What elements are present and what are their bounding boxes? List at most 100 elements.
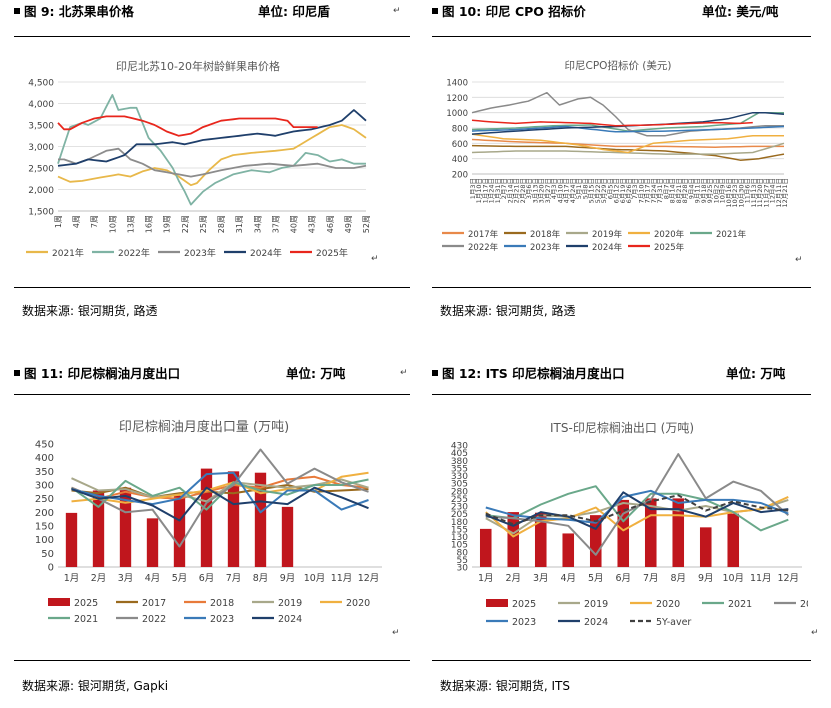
series-line-5Y-aver [485,494,789,526]
y-tick-label: 350 [35,467,54,478]
x-tick-label: 43周 [308,215,317,233]
x-tick-label: 16周 [145,215,154,233]
x-tick-label: 11月 [331,573,353,584]
x-tick-label: 9月4日 [687,178,695,199]
figure-12-bottom-rule [432,660,811,661]
x-tick-label: 1月17日 [481,178,489,203]
x-tick-label: 10周 [108,215,117,233]
series-line-2024 [485,491,789,530]
y-tick-label: 250 [35,494,54,505]
y-tick-label: 150 [35,522,54,533]
y-tick-label: 1400 [446,79,468,89]
y-tick-label: 205 [451,510,468,520]
figure-12-top-rule [432,394,811,395]
x-tick-label: 1月10日 [475,178,483,203]
legend-label-2024: 2024年 [250,247,282,259]
caption-bullet-icon [14,8,20,14]
y-tick-label: 2,500 [28,165,54,175]
x-tick-label: 4月24日 [569,178,577,203]
bar-2025-5 [589,515,602,567]
x-tick-label: 10月2日 [712,178,720,203]
x-tick-label: 1月 [478,573,494,584]
y-tick-label: 100 [35,535,54,546]
x-tick-label: 7月17日 [644,178,652,203]
bar-2025-6 [617,499,630,567]
y-tick-label: 200 [452,171,468,181]
y-tick-label: 55 [457,556,468,566]
bar-2025-1 [479,528,492,567]
x-tick-label: 7月 [226,573,242,584]
x-tick-label: 7月3日 [631,178,639,199]
x-tick-label: 5月1日 [575,178,583,199]
x-tick-label: 9月11日 [694,178,702,203]
y-tick-label: 300 [35,481,54,492]
legend-label-2020: 2020 [346,598,370,609]
legend-label-2023: 2023年 [530,242,561,253]
legend-label-2025: 2025 [512,599,536,610]
x-tick-label: 4月 [560,573,576,584]
legend-label-2018: 2018年 [530,229,561,240]
figure-9-chart: 印尼北苏10-20年树龄鲜果串价格 1,500 2,000 2,500 3,000 3,5… [26,59,371,259]
legend-label-2020: 2020年 [654,229,685,240]
x-tick-label: 4周 [72,215,81,228]
figure-11-caption-row: 图 11: 印尼棕榈油月度出口 单位: 万吨 [14,363,410,385]
series-line-2017 [471,138,784,148]
y-tick-label: 4,500 [28,79,54,89]
x-tick-label: 1月3日 [469,178,477,199]
y-tick-label: 80 [457,548,469,558]
x-tick-label: 10月 [304,573,326,584]
y-tick-label: 105 [451,541,468,551]
legend-label-2017: 2017 [142,598,166,609]
x-tick-label: 11月13日 [750,178,758,208]
x-tick-label: 9月18日 [700,178,708,203]
legend-label-2023: 2023 [512,617,536,628]
x-tick-label: 12月4日 [769,178,777,203]
x-tick-label: 11月27日 [762,178,770,208]
series-line-2023 [71,471,369,514]
x-tick-label: 8月28日 [681,178,689,203]
legend-swatch-2025 [486,599,508,607]
figure-9-bottom-rule [14,287,410,288]
y-tick-label: 305 [451,480,468,490]
x-tick-label: 3月 [118,573,134,584]
legend-label-2017: 2017年 [468,229,499,240]
series-line-2022 [57,94,366,206]
series-line-2024 [71,486,369,522]
legend-label-2023: 2023年 [184,247,216,259]
figure-12-caption: 图 12: ITS 印尼棕榈油月度出口 [442,366,625,381]
x-tick-label: 3月20日 [538,178,546,203]
legend-label-2022: 2022 [142,614,166,625]
legend-label-2025: 2025 [74,598,98,609]
series-line-2018 [471,144,785,161]
bar-2025-2 [507,512,520,567]
x-tick-label: 11月6日 [744,178,752,203]
x-tick-label: 34周 [253,215,262,233]
x-tick-label: 19周 [163,215,172,233]
series-line-2022 [485,453,789,556]
x-tick-label: 6月 [199,573,215,584]
x-tick-label: 31周 [235,215,244,233]
x-tick-label: 28周 [217,215,226,233]
x-tick-label: 9月25日 [706,178,714,203]
x-tick-label: 1周 [54,215,63,228]
y-tick-label: 180 [451,518,468,528]
legend-label-2020: 2020 [656,599,680,610]
bar-2025-6 [200,468,213,567]
y-tick-label: 155 [451,525,468,535]
x-tick-label: 6月12日 [613,178,621,203]
x-tick-label: 12月11日 [775,178,783,208]
bar-2025-1 [65,512,78,567]
x-tick-label: 10月9日 [719,178,727,203]
y-tick-label: 330 [451,472,468,482]
figure-11-bottom-rule [14,660,410,661]
legend-swatch-2025 [48,598,70,606]
legend-label-2019: 2019 [584,599,608,610]
x-tick-label: 10月 [722,573,744,584]
y-tick-label: 430 [451,442,468,452]
legend-label-2019: 2019 [278,598,302,609]
y-tick-label: 30 [457,564,469,574]
x-tick-label: 52周 [362,215,371,233]
y-tick-label: 230 [451,503,468,513]
series-line-2021 [57,124,367,187]
series-line-2018 [71,475,369,500]
